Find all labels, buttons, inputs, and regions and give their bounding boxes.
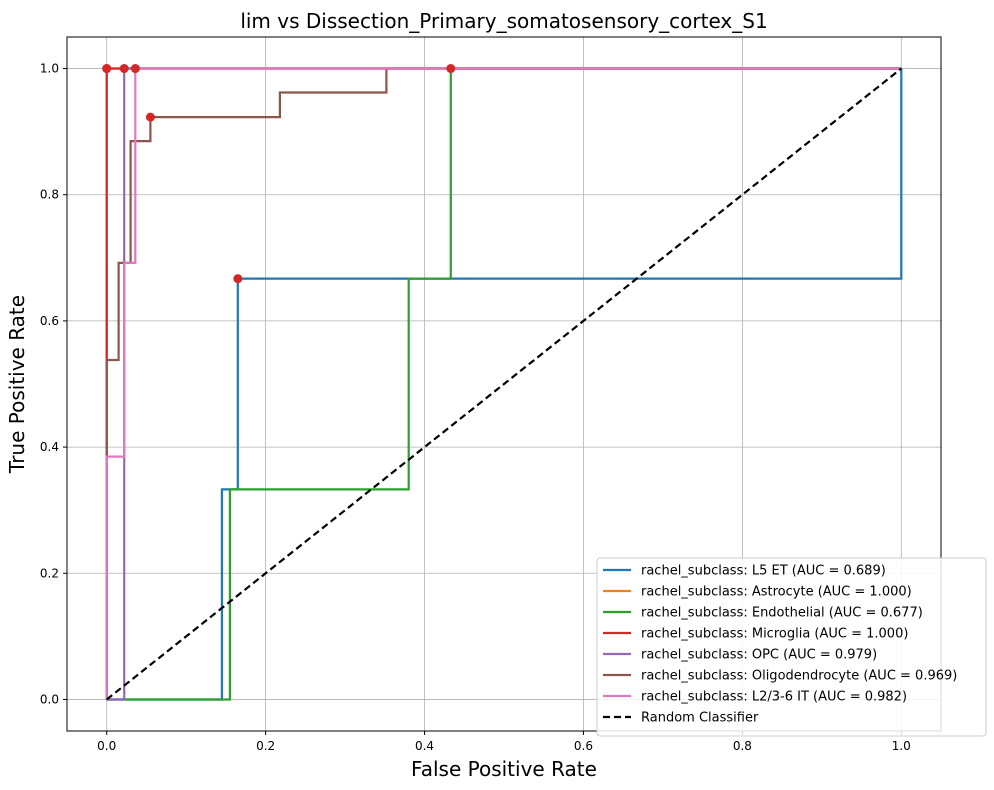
roc-series-line [105, 67, 902, 700]
threshold-marker [446, 64, 456, 74]
threshold-marker [119, 64, 129, 74]
roc-series-line [106, 67, 902, 701]
marker-layer [102, 64, 456, 284]
legend-label: Random Classifier [641, 711, 759, 726]
legend-label: rachel_subclass: Oligodendrocyte (AUC = … [641, 669, 957, 684]
legend-box [596, 557, 987, 737]
random-classifier-line [106, 67, 902, 701]
x-tick-label: 0.4 [415, 739, 434, 753]
plot-frame [66, 36, 942, 732]
legend-label: rachel_subclass: L5 ET (AUC = 0.689) [641, 564, 886, 579]
legend: rachel_subclass: L5 ET (AUC = 0.689) rach… [596, 557, 987, 737]
x-tick-label: 0.0 [97, 739, 116, 753]
legend-label: rachel_subclass: Astrocyte (AUC = 1.000) [641, 585, 912, 600]
y-tick-label: 0.2 [40, 566, 59, 580]
threshold-marker [145, 112, 155, 122]
x-axis-label: False Positive Rate [411, 757, 597, 781]
legend-label: rachel_subclass: OPC (AUC = 0.979) [641, 648, 877, 663]
legend-label: rachel_subclass: Microglia (AUC = 1.000) [641, 627, 908, 642]
chart-title: lim vs Dissection_Primary_somatosensory_… [240, 9, 767, 33]
y-tick-label: 1.0 [40, 62, 59, 76]
threshold-marker [102, 64, 112, 74]
x-tick-label: 0.8 [733, 739, 752, 753]
threshold-marker [233, 274, 243, 284]
y-axis-label: True Positive Rate [5, 295, 29, 474]
x-tick-label: 0.2 [256, 739, 275, 753]
x-tick-label: 1.0 [892, 739, 911, 753]
y-tick-label: 0.4 [40, 440, 59, 454]
legend-label: rachel_subclass: L2/3-6 IT (AUC = 0.982) [641, 690, 907, 705]
y-tick-label: 0.8 [40, 188, 59, 202]
x-tick-label: 0.6 [574, 739, 593, 753]
y-tick-label: 0.0 [40, 692, 59, 706]
legend-label: rachel_subclass: Endothelial (AUC = 0.67… [641, 606, 923, 621]
y-tick-label: 0.6 [40, 314, 59, 328]
ticks: 0.0 0.2 0.4 0.6 0.8 1.0 0.0 0.2 0.4 0.6 0.8 1.0 [40, 62, 911, 753]
threshold-marker [130, 64, 140, 74]
